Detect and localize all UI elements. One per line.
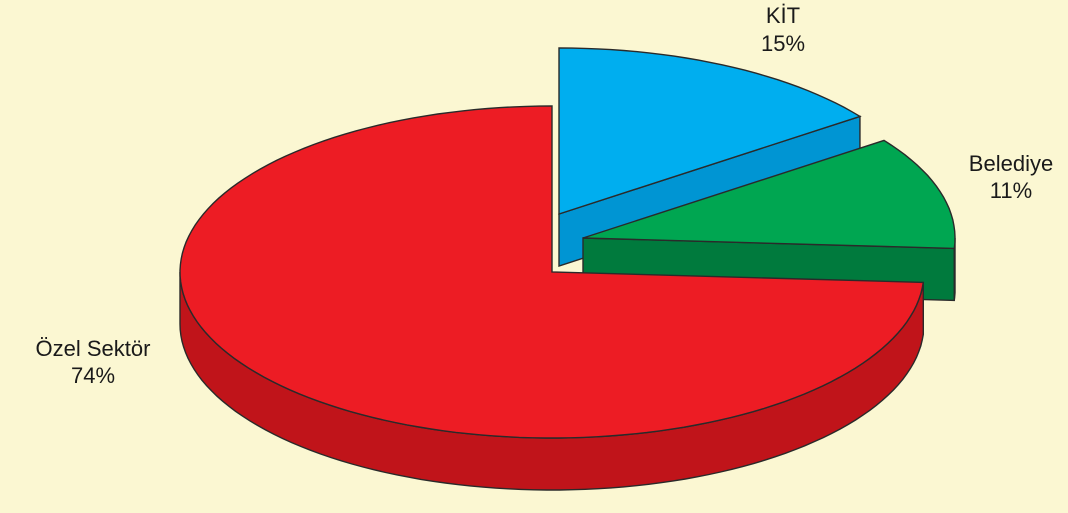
slice-label-ozel-sektor-name: Özel Sektör [36,336,151,361]
pie-slice-ozel-sektor-top [179,105,925,439]
slice-label-kit-percent: 15% [761,31,805,56]
slice-label-belediye-name: Belediye [969,151,1053,176]
pie-slices [179,47,956,491]
slice-label-belediye-percent: 11% [990,178,1032,203]
pie-slice-belediye-top [582,139,956,250]
pie-slice-kit-top [558,47,862,215]
slice-label-kit-name: KİT [766,3,800,28]
slice-label-ozel-sektor-percent: 74% [71,363,115,388]
pie-labels: Özel Sektör 74% KİT 15% Belediye 11% [36,3,1054,388]
pie-slice-ozel-sektor [179,105,925,491]
